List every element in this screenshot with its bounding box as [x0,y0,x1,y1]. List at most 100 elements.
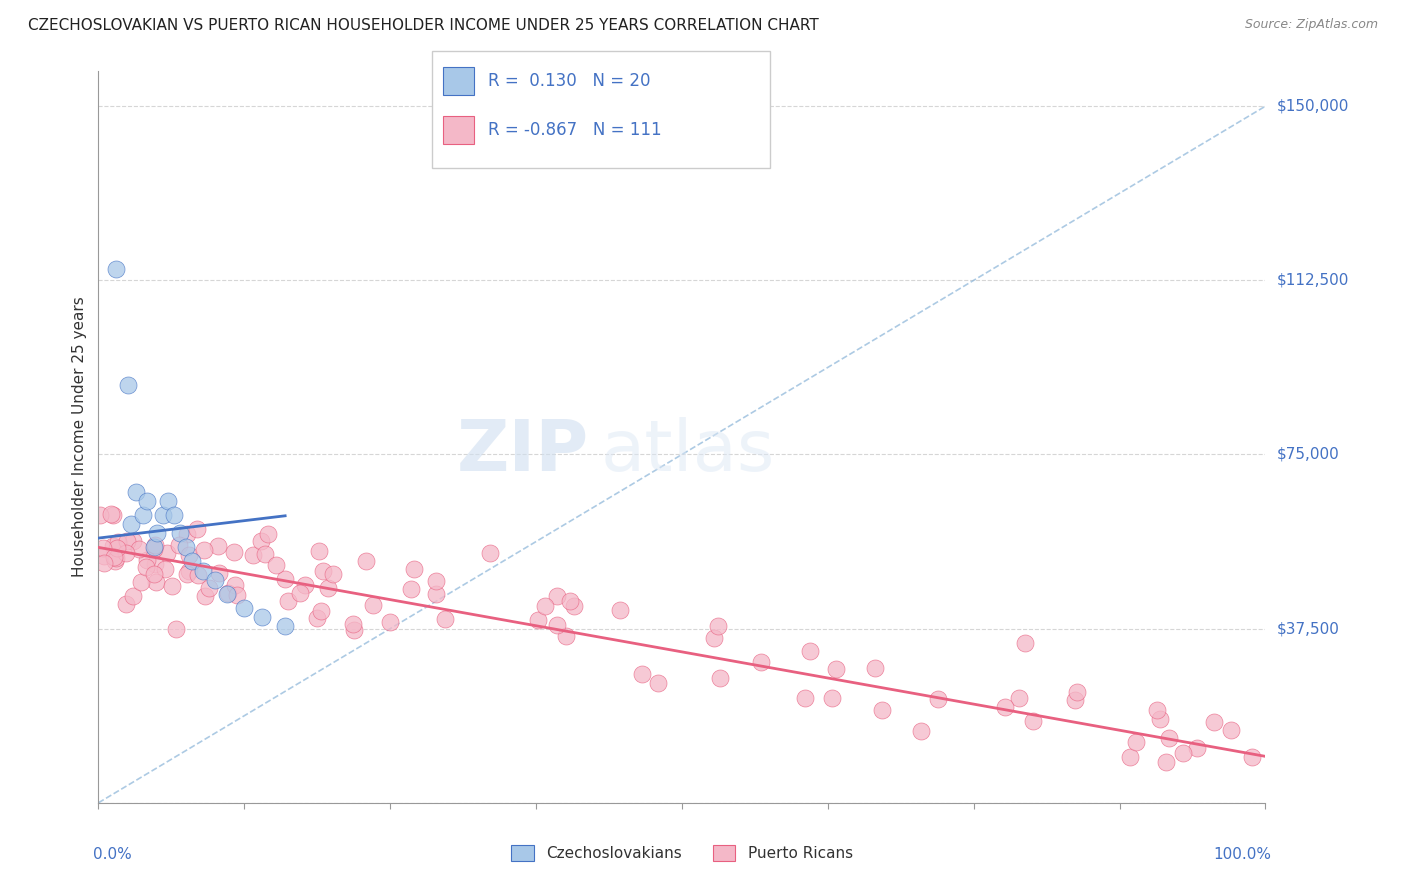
Point [193,543,215,558]
Point [994,700,1017,714]
Point [927,691,949,706]
Point [554,629,576,643]
Point [91,541,114,555]
Point [128,542,150,557]
Point [194,589,217,603]
Text: atlas: atlas [600,417,775,486]
Point [1171,746,1194,760]
Point [399,582,422,596]
Point [242,549,264,563]
Point [104,550,127,565]
Point [93,556,115,570]
Point [156,546,179,560]
Legend: Czechoslovakians, Puerto Ricans: Czechoslovakians, Puerto Ricans [510,845,853,861]
Point [160,579,183,593]
Point [114,546,136,560]
Point [101,539,124,553]
Point [1146,703,1168,717]
Point [122,533,145,548]
Text: R = -0.867   N = 111: R = -0.867 N = 111 [488,121,661,139]
Point [378,615,401,629]
Point [1014,636,1036,650]
Text: ZIP: ZIP [457,417,589,486]
Point [425,587,447,601]
Point [132,508,155,522]
Point [264,558,287,573]
Point [180,554,202,568]
Point [562,599,585,613]
Point [143,542,166,557]
Point [312,564,335,578]
Point [104,553,127,567]
Point [820,691,842,706]
Point [186,522,208,536]
Point [105,541,128,555]
Point [290,586,312,600]
Point [910,723,932,738]
Point [174,541,197,555]
Point [250,534,273,549]
Point [169,538,191,552]
Point [865,661,887,675]
Text: 0.0%: 0.0% [93,847,131,862]
Point [1022,714,1045,728]
Point [152,508,174,522]
Point [165,622,187,636]
Point [207,540,229,554]
Point [707,619,730,633]
Point [342,623,364,637]
Point [136,494,159,508]
Point [1159,731,1181,745]
Point [163,508,186,522]
Point [176,567,198,582]
Point [609,603,631,617]
Point [402,562,425,576]
Text: R =  0.130   N = 20: R = 0.130 N = 20 [488,72,651,90]
Point [224,577,246,591]
Y-axis label: Householder Income Under 25 years: Householder Income Under 25 years [72,297,87,577]
Point [709,671,731,685]
Point [1149,712,1171,726]
Point [93,549,115,564]
Point [1119,749,1142,764]
Point [89,508,111,523]
Point [1220,723,1243,738]
Point [703,631,725,645]
Point [294,577,316,591]
Point [307,611,329,625]
Point [308,544,330,558]
Point [114,597,136,611]
Point [208,566,231,581]
Point [153,561,176,575]
Point [794,691,817,706]
Point [1008,691,1031,706]
Point [143,538,166,552]
Point [215,587,238,601]
Point [253,547,276,561]
Point [361,598,384,612]
Point [274,619,297,633]
Point [631,666,654,681]
Point [125,484,148,499]
Point [479,546,502,560]
Point [434,611,457,625]
Point [316,581,339,595]
Point [799,643,821,657]
Point [103,549,125,564]
Text: $75,000: $75,000 [1277,447,1340,462]
Point [224,545,246,559]
Point [107,535,129,549]
Point [143,557,166,571]
Point [117,377,139,392]
Point [177,548,200,562]
Point [100,507,122,521]
Text: $150,000: $150,000 [1277,99,1348,113]
Point [169,526,191,541]
Text: Source: ZipAtlas.com: Source: ZipAtlas.com [1244,18,1378,31]
Point [187,568,209,582]
Point [425,574,447,588]
Point [121,589,143,603]
Point [120,517,142,532]
Point [104,261,127,276]
Text: 100.0%: 100.0% [1213,847,1271,862]
